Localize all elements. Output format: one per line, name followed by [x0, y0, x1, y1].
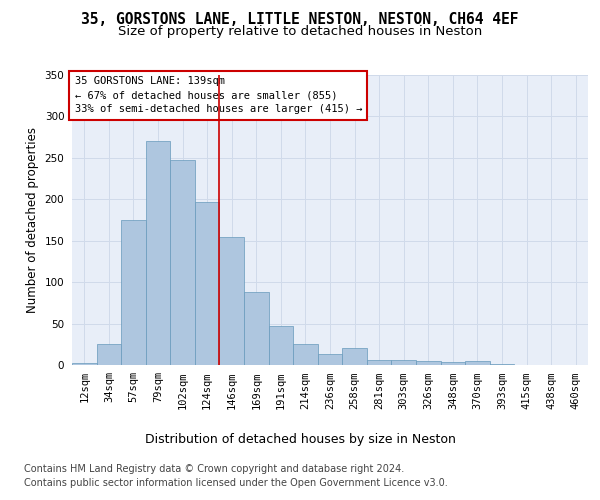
Bar — [220, 236, 244, 365]
Text: 35 GORSTONS LANE: 139sqm
← 67% of detached houses are smaller (855)
33% of semi-: 35 GORSTONS LANE: 139sqm ← 67% of detach… — [74, 76, 362, 114]
Bar — [269, 326, 293, 365]
Bar — [293, 344, 318, 365]
Bar — [170, 160, 195, 365]
Text: Distribution of detached houses by size in Neston: Distribution of detached houses by size … — [145, 432, 455, 446]
Bar — [367, 360, 391, 365]
Bar — [465, 361, 490, 365]
Bar — [416, 361, 440, 365]
Bar — [97, 344, 121, 365]
Bar — [391, 360, 416, 365]
Bar — [318, 354, 342, 365]
Bar — [72, 364, 97, 365]
Text: Contains HM Land Registry data © Crown copyright and database right 2024.: Contains HM Land Registry data © Crown c… — [24, 464, 404, 474]
Bar — [121, 220, 146, 365]
Bar — [195, 202, 220, 365]
Text: 35, GORSTONS LANE, LITTLE NESTON, NESTON, CH64 4EF: 35, GORSTONS LANE, LITTLE NESTON, NESTON… — [81, 12, 519, 28]
Bar — [146, 142, 170, 365]
Text: Contains public sector information licensed under the Open Government Licence v3: Contains public sector information licen… — [24, 478, 448, 488]
Bar — [490, 364, 514, 365]
Text: Size of property relative to detached houses in Neston: Size of property relative to detached ho… — [118, 25, 482, 38]
Y-axis label: Number of detached properties: Number of detached properties — [26, 127, 39, 313]
Bar — [244, 292, 269, 365]
Bar — [440, 362, 465, 365]
Bar — [342, 348, 367, 365]
